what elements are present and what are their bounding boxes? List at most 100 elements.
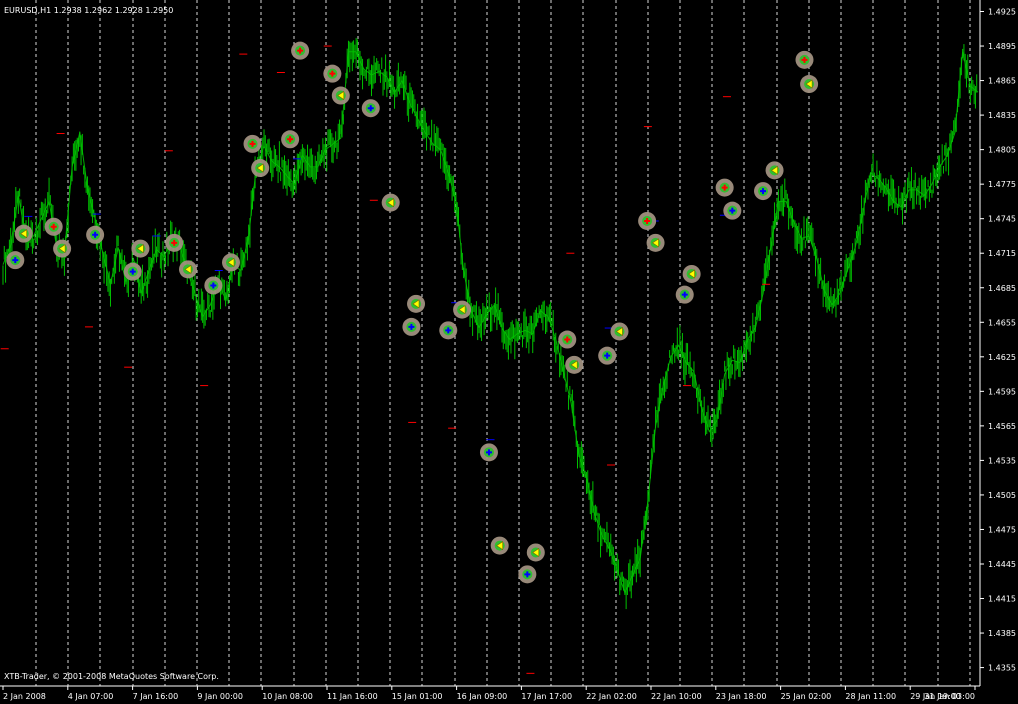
exit-glyph — [688, 269, 695, 279]
exit-signal-icon[interactable] — [610, 322, 629, 341]
sell-signal-icon[interactable] — [558, 330, 577, 349]
exit-glyph — [805, 79, 813, 89]
x-tick-label: 31 Jan 03:00 — [924, 692, 975, 701]
exit-signal-icon[interactable] — [251, 159, 270, 178]
buy-signal-icon[interactable] — [86, 225, 105, 244]
exit-glyph — [337, 90, 345, 101]
buy-signal-icon[interactable] — [361, 99, 380, 118]
y-tick-label: 1.4535 — [988, 456, 1016, 465]
exit-signal-icon[interactable] — [131, 239, 150, 258]
exit-signal-icon[interactable] — [682, 264, 701, 283]
sell-signal-icon[interactable] — [243, 134, 262, 153]
buy-glyph — [408, 323, 415, 330]
x-tick-label: 9 Jan 00:00 — [197, 692, 243, 701]
exit-glyph — [412, 299, 420, 309]
sell-signal-icon[interactable] — [165, 233, 184, 252]
exit-glyph — [58, 244, 66, 254]
sell-glyph — [644, 217, 651, 224]
vertical-grid — [35, 0, 971, 686]
y-tick-label: 1.4805 — [988, 146, 1016, 155]
buy-signal-icon[interactable] — [675, 285, 694, 304]
exit-glyph — [184, 264, 192, 274]
y-tick-label: 1.4475 — [988, 525, 1016, 534]
exit-glyph — [615, 326, 623, 337]
x-tick-label: 15 Jan 01:00 — [392, 692, 443, 701]
exit-signal-icon[interactable] — [331, 86, 350, 105]
exit-glyph — [20, 229, 28, 239]
buy-signal-icon[interactable] — [723, 201, 742, 220]
x-tick-label: 25 Jan 02:00 — [781, 692, 832, 701]
sell-signal-icon[interactable] — [291, 41, 310, 60]
sell-glyph — [249, 140, 256, 147]
buy-signal-icon[interactable] — [204, 276, 223, 295]
exit-signal-icon[interactable] — [453, 300, 472, 319]
buy-glyph — [604, 352, 611, 359]
sell-glyph — [721, 184, 728, 191]
exit-signal-icon[interactable] — [53, 239, 72, 258]
buy-glyph — [524, 571, 531, 578]
sell-glyph — [564, 336, 571, 343]
buy-signal-icon[interactable] — [479, 443, 498, 462]
y-tick-label: 1.4655 — [988, 318, 1016, 327]
exit-glyph — [652, 238, 659, 248]
x-tick-label: 29 Jan 19:00 — [910, 692, 961, 701]
x-tick-label: 11 Jan 16:00 — [327, 692, 378, 701]
sell-signal-icon[interactable] — [795, 50, 814, 69]
signal-icons — [6, 41, 819, 584]
y-tick-label: 1.4355 — [988, 664, 1016, 673]
exit-signal-icon[interactable] — [526, 543, 545, 562]
buy-signal-icon[interactable] — [6, 251, 25, 270]
exit-signal-icon[interactable] — [565, 355, 584, 374]
exit-glyph — [570, 360, 578, 370]
x-tick-label: 16 Jan 09:00 — [457, 692, 508, 701]
sell-signal-icon[interactable] — [281, 130, 300, 149]
y-tick-label: 1.4415 — [988, 595, 1016, 604]
buy-signal-icon[interactable] — [439, 321, 458, 340]
exit-signal-icon[interactable] — [381, 193, 400, 212]
price-axis: 1.4925 1.4895 1.4865 1.4835 1.4805 1.4775 1.47… — [980, 8, 1016, 673]
y-tick-label: 1.4715 — [988, 249, 1016, 258]
buy-glyph — [681, 291, 688, 298]
buy-signal-icon[interactable] — [754, 182, 773, 201]
buy-signal-icon[interactable] — [123, 262, 142, 281]
exit-signal-icon[interactable] — [222, 253, 241, 272]
exit-glyph — [136, 244, 144, 254]
sell-glyph — [297, 47, 304, 54]
buy-glyph — [129, 268, 136, 275]
sell-signal-icon[interactable] — [44, 217, 63, 236]
buy-glyph — [12, 257, 19, 264]
buy-glyph — [760, 188, 767, 195]
exit-glyph — [256, 163, 264, 173]
exit-signal-icon[interactable] — [765, 161, 784, 180]
x-tick-label: 2 Jan 2008 — [3, 692, 46, 701]
exit-signal-icon[interactable] — [179, 260, 198, 279]
y-tick-label: 1.4445 — [988, 560, 1016, 569]
exit-signal-icon[interactable] — [800, 75, 819, 94]
exit-signal-icon[interactable] — [490, 536, 509, 555]
sell-signal-icon[interactable] — [638, 211, 657, 230]
sell-glyph — [329, 70, 336, 77]
exit-signal-icon[interactable] — [14, 224, 33, 243]
y-tick-label: 1.4745 — [988, 215, 1016, 224]
x-tick-label: 23 Jan 18:00 — [716, 692, 767, 701]
y-tick-label: 1.4625 — [988, 353, 1016, 362]
x-tick-label: 7 Jan 16:00 — [133, 692, 179, 701]
x-tick-label: 22 Jan 02:00 — [586, 692, 637, 701]
buy-signal-icon[interactable] — [598, 346, 617, 365]
buy-signal-icon[interactable] — [402, 317, 421, 336]
y-tick-label: 1.4865 — [988, 77, 1016, 86]
x-tick-label: 22 Jan 10:00 — [651, 692, 702, 701]
exit-signal-icon[interactable] — [646, 233, 665, 252]
buy-signal-icon[interactable] — [518, 565, 537, 584]
copyright-text: XTB-Trader, © 2001-2008 MetaQuotes Softw… — [4, 672, 219, 681]
sell-signal-icon[interactable] — [323, 64, 342, 83]
sell-signal-icon[interactable] — [715, 178, 734, 197]
price-series — [2, 37, 979, 610]
y-tick-label: 1.4925 — [988, 8, 1016, 17]
exit-glyph — [771, 165, 778, 175]
chart-title: EURUSD,H1 1.2938 1.2962 1.2928 1.2950 — [4, 6, 173, 15]
x-tick-label: 17 Jan 17:00 — [521, 692, 572, 701]
exit-signal-icon[interactable] — [407, 294, 426, 313]
y-tick-label: 1.4385 — [988, 629, 1016, 638]
